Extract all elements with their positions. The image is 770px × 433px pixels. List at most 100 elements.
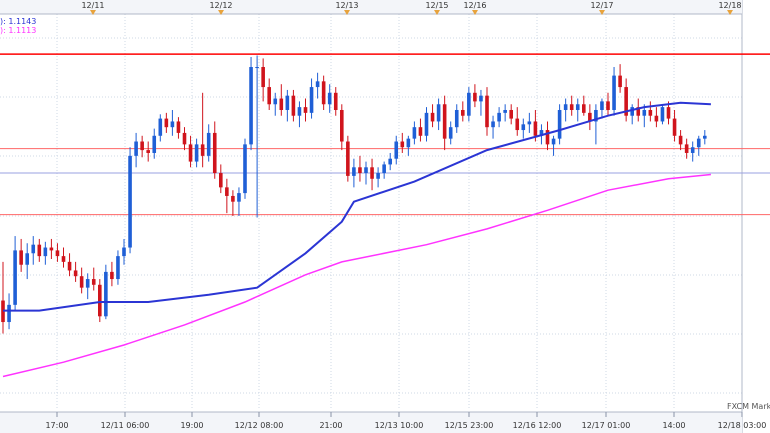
date-marker-label: 12/13 (335, 1, 358, 10)
candle-body (485, 95, 489, 128)
candle-body (666, 107, 671, 119)
date-marker-triangle (472, 10, 478, 15)
candle-body (654, 115, 659, 122)
x-tick-label: 12/16 12:00 (513, 421, 562, 430)
candle-body (606, 101, 610, 110)
candle-body (225, 187, 229, 196)
candle-body (703, 135, 707, 139)
candle-body (110, 271, 114, 280)
x-axis-background (0, 412, 742, 433)
candle-body (128, 155, 132, 248)
candle-body (684, 144, 689, 153)
candle-body (267, 87, 271, 105)
candle-body (170, 121, 175, 128)
candle-body (55, 250, 60, 257)
candle-body (37, 244, 42, 257)
candle-body (358, 167, 362, 174)
candle-body (582, 104, 586, 113)
candle-body (116, 256, 120, 280)
x-tick-label: 12/17 01:00 (582, 421, 631, 430)
x-tick-label: 12/11 06:00 (101, 421, 150, 430)
legend-entry: ): 1.1143 (0, 17, 36, 26)
date-marker-triangle (434, 10, 440, 15)
candle-body (327, 92, 332, 105)
candle-body (85, 279, 90, 288)
candle-body (79, 276, 84, 288)
candle-body (509, 109, 513, 119)
x-axis: 17:00 12/11 06:00 19:00 12/12 08:00 21:00 12/… (0, 411, 767, 433)
x-tick-label: 21:00 (319, 421, 342, 430)
date-marker-label: 12/16 (463, 1, 486, 10)
candle-body (13, 250, 17, 305)
candle-body (388, 158, 392, 165)
date-marker-triangle (218, 10, 224, 15)
date-marker-triangle (727, 10, 733, 15)
date-marker-triangle (90, 10, 96, 15)
candle-body (497, 112, 501, 122)
candle-body (134, 141, 138, 156)
candle-body (43, 247, 48, 257)
x-tick-label: 12/12 08:00 (235, 421, 284, 430)
candle-body (285, 95, 290, 110)
candle-body (394, 141, 399, 159)
candle-body (539, 130, 544, 136)
candle-body (194, 144, 199, 162)
candle-body (188, 144, 193, 162)
candle-body (618, 75, 622, 88)
candle-body (237, 193, 241, 202)
candle-body (436, 104, 441, 122)
candle-body (61, 256, 66, 262)
candle-body (412, 127, 417, 139)
candle-body (557, 109, 562, 139)
legend-entry: ): 1.1113 (0, 26, 36, 35)
candle-body (424, 112, 429, 136)
candle-body (249, 67, 253, 145)
candle-body (690, 147, 695, 153)
candle-body (575, 104, 580, 110)
date-bar-background (0, 0, 742, 14)
candle-body (678, 135, 683, 145)
x-tick-label: 14:00 (662, 421, 685, 430)
date-marker-label: 12/11 (81, 1, 104, 10)
candle-body (7, 304, 11, 323)
candle-body (491, 121, 495, 128)
candle-body (279, 98, 284, 110)
candle-body (454, 109, 459, 128)
candle-body (231, 195, 235, 202)
candle-body (219, 173, 223, 188)
legend: ): 1.1143): 1.1113 (0, 17, 36, 35)
candle-body (442, 104, 447, 139)
candle-body (630, 107, 634, 116)
candle-body (31, 244, 36, 254)
candle-body (527, 121, 532, 125)
candle-body (200, 144, 205, 156)
date-marker-label: 12/17 (590, 1, 613, 10)
moving-average-line (2, 173, 711, 378)
candle-body (569, 104, 574, 110)
x-tick-label: 12/18 03:00 (718, 421, 767, 430)
candle-body (104, 271, 108, 317)
candle-body (545, 130, 550, 145)
candle-body (600, 101, 604, 110)
candle-body (140, 141, 144, 151)
candle-body (473, 92, 477, 102)
moving-average-line (3, 101, 711, 312)
candle-body (243, 144, 247, 194)
candle-body (696, 138, 701, 148)
candle-body (73, 270, 78, 277)
x-tick-label: 17:00 (45, 421, 68, 430)
candle-body (418, 127, 423, 136)
candle-body (594, 109, 598, 122)
candle-body (406, 138, 411, 148)
candle-body (315, 81, 320, 88)
candle-body (333, 92, 338, 110)
candle-body (624, 87, 628, 116)
candle-body (206, 132, 211, 156)
candle-body (612, 75, 616, 110)
candle-body (370, 167, 374, 179)
candle-body (642, 109, 647, 116)
candle-body (479, 95, 483, 102)
candle-body (273, 98, 278, 105)
candle-body (340, 109, 344, 142)
candle-body (672, 118, 677, 136)
